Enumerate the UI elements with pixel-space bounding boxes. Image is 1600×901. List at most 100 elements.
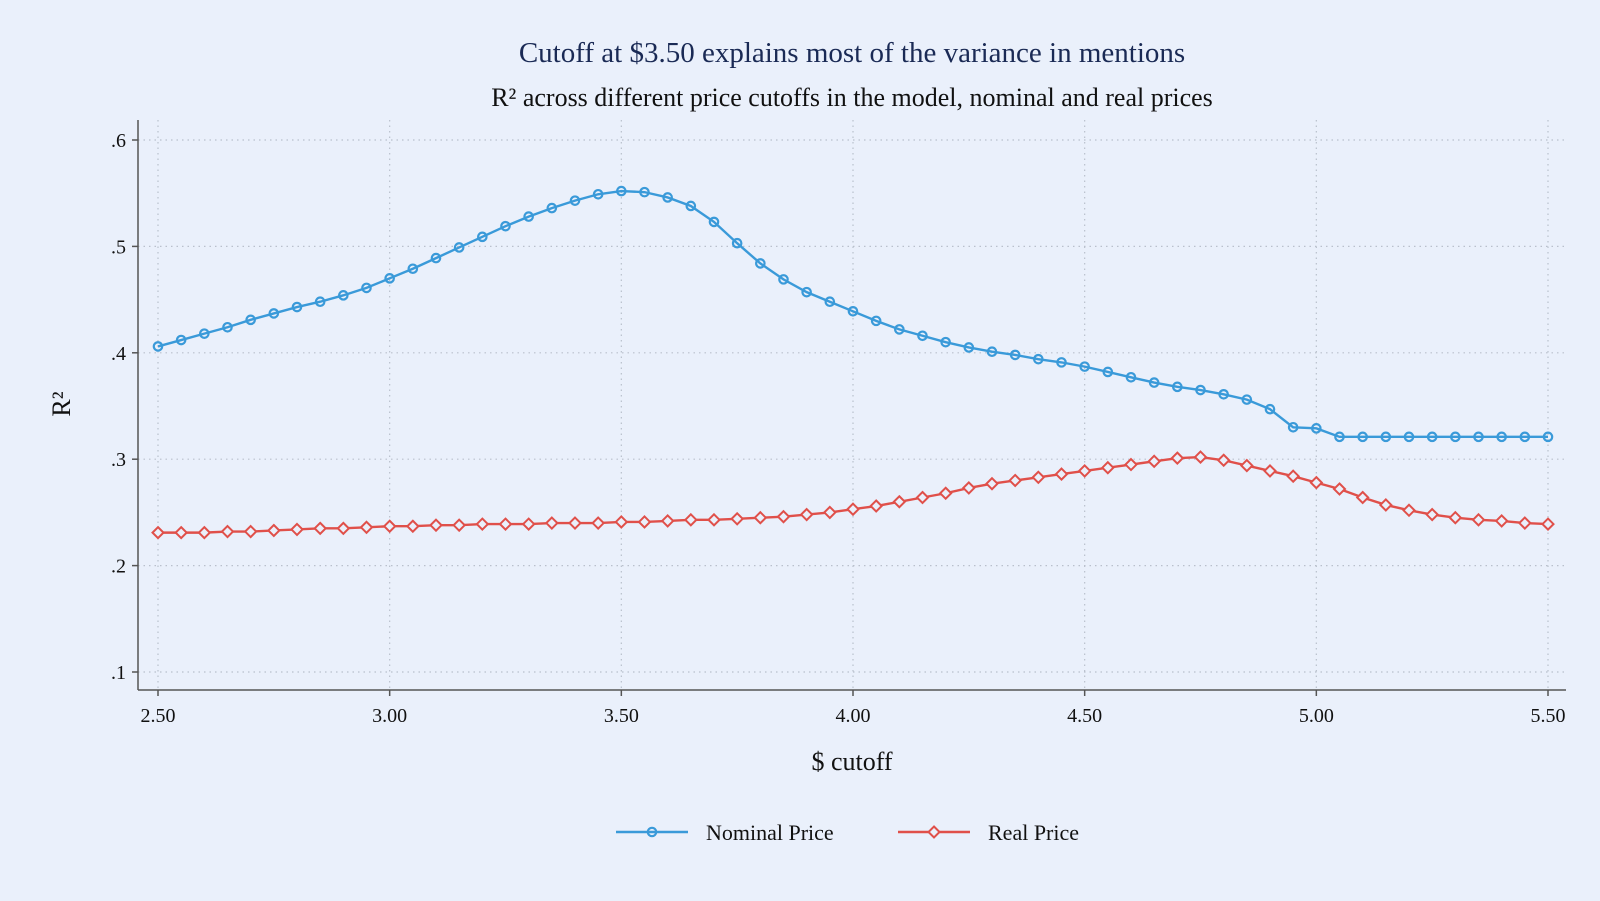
data-point-real-price [1355, 490, 1370, 505]
data-point-real-price [220, 524, 235, 539]
legend-marker-nominal-price [646, 826, 658, 838]
y-axis-title: R² [47, 391, 76, 416]
data-point-nominal-price [940, 336, 951, 348]
chart-subtitle: R² across different price cutoffs in the… [491, 83, 1213, 112]
data-point-real-price [197, 525, 212, 540]
y-tick-label: .3 [111, 449, 126, 471]
data-point-real-price [961, 481, 976, 495]
data-point-nominal-price [199, 328, 210, 339]
data-point-nominal-price [1450, 431, 1461, 443]
legend-item-real-price: Real Price [898, 820, 1079, 845]
data-point-nominal-price [1519, 431, 1531, 443]
legend-label-real-price: Real Price [988, 820, 1079, 845]
data-point-nominal-price [731, 237, 743, 249]
data-point-nominal-price [847, 306, 859, 317]
data-point-real-price [1239, 458, 1254, 473]
x-tick-label: 3.00 [372, 705, 407, 727]
data-point-nominal-price [430, 252, 442, 264]
y-tick-labels: .1 .2 .3 .4 .5 .6 [111, 130, 126, 684]
x-tick-labels: 2.50 3.00 3.50 4.00 4.50 5.00 5.50 [141, 705, 1566, 727]
data-point-nominal-price [1218, 388, 1229, 400]
data-point-real-price [1193, 450, 1208, 464]
data-point-real-price [892, 494, 907, 509]
legend-label-nominal-price: Nominal Price [706, 820, 834, 845]
x-tick-label: 3.50 [604, 705, 639, 727]
data-point-real-price [568, 516, 582, 530]
data-point-nominal-price [407, 263, 419, 275]
data-point-nominal-price [639, 186, 650, 198]
data-point-real-price [1124, 457, 1138, 472]
y-tick-label: .5 [111, 236, 126, 258]
data-point-real-price [683, 512, 698, 527]
data-point-real-price [938, 486, 953, 501]
data-point-nominal-price [1033, 353, 1044, 365]
data-point-nominal-price [1079, 361, 1090, 372]
data-point-nominal-price [1241, 394, 1253, 405]
data-point-real-price [1170, 451, 1185, 466]
x-tick-label: 4.50 [1067, 705, 1102, 727]
data-point-nominal-price [1542, 431, 1554, 443]
data-point-real-price [498, 517, 513, 532]
data-point-nominal-price [801, 286, 812, 298]
grid-lines [138, 120, 1566, 690]
data-point-nominal-price [1403, 431, 1415, 443]
data-point-real-price [1425, 507, 1440, 522]
data-point-nominal-price [824, 296, 836, 308]
data-point-real-price [313, 521, 328, 536]
data-point-nominal-price [314, 296, 326, 308]
data-point-real-price [429, 518, 443, 533]
data-point-real-price [336, 521, 351, 536]
data-point-nominal-price [152, 341, 164, 352]
data-point-nominal-price [1102, 366, 1114, 378]
data-point-nominal-price [1311, 423, 1322, 434]
y-tick-label: .1 [111, 662, 126, 684]
data-point-nominal-price [546, 202, 558, 214]
data-point-real-price [1077, 463, 1092, 478]
x-axis-title: $ cutoff [811, 747, 892, 776]
data-point-nominal-price [917, 330, 928, 342]
data-point-nominal-price [1009, 349, 1021, 361]
legend-marker-real-price [927, 825, 941, 839]
y-tick-label: .6 [111, 130, 126, 152]
data-point-real-price [822, 505, 837, 520]
data-point-real-price [1100, 460, 1115, 475]
data-point-nominal-price [662, 192, 673, 203]
series-nominal-price [152, 185, 1554, 443]
data-point-nominal-price [1287, 421, 1299, 433]
data-point-nominal-price [1426, 431, 1438, 443]
data-point-real-price [1008, 473, 1023, 488]
chart-title: Cutoff at $3.50 explains most of the var… [519, 37, 1185, 69]
data-point-nominal-price [1125, 371, 1137, 383]
axes [132, 120, 1566, 696]
data-point-real-price [1286, 469, 1301, 484]
data-point-real-price [1147, 454, 1162, 469]
data-point-real-price [1378, 498, 1393, 512]
data-point-nominal-price [1056, 357, 1067, 368]
data-point-nominal-price [755, 258, 766, 269]
data-point-real-price [776, 509, 791, 524]
data-point-nominal-price [616, 185, 627, 197]
data-point-nominal-price [453, 242, 465, 253]
data-point-nominal-price [1473, 431, 1484, 443]
data-point-nominal-price [245, 314, 256, 326]
x-tick-label: 5.00 [1299, 705, 1334, 727]
data-point-nominal-price [1195, 384, 1206, 396]
data-point-real-price [614, 515, 629, 529]
data-point-real-price [915, 490, 930, 505]
series-line-nominal-price [157, 189, 1548, 439]
data-point-real-price [1332, 482, 1347, 496]
data-point-real-price [869, 499, 884, 513]
data-point-nominal-price [708, 216, 720, 228]
data-point-nominal-price [1380, 431, 1392, 443]
data-point-nominal-price [1357, 431, 1368, 443]
data-point-nominal-price [477, 231, 488, 243]
data-point-real-price [591, 516, 606, 530]
data-point-nominal-price [523, 211, 534, 222]
data-point-nominal-price [500, 220, 511, 232]
data-point-nominal-price [592, 188, 604, 200]
data-point-real-price [1494, 513, 1509, 528]
data-point-nominal-price [1496, 431, 1507, 443]
data-point-real-price [475, 517, 490, 532]
data-point-nominal-price [1148, 377, 1160, 388]
